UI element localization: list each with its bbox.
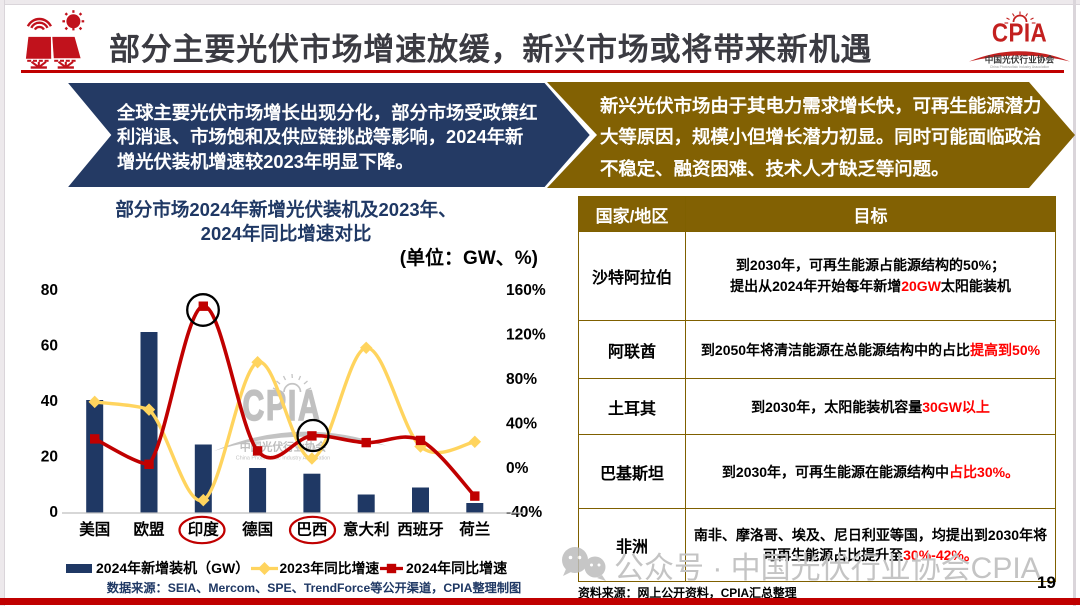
svg-text:西班牙: 西班牙: [397, 520, 444, 539]
svg-text:China Photovoltaic Industry As: China Photovoltaic Industry Association: [990, 65, 1049, 69]
svg-text:160%: 160%: [506, 282, 546, 299]
svg-text:德国: 德国: [242, 520, 273, 539]
svg-text:美国: 美国: [79, 520, 110, 539]
svg-text:2024年新增装机（GW）: 2024年新增装机（GW）: [96, 560, 249, 576]
svg-text:欧盟: 欧盟: [133, 520, 165, 539]
svg-text:意大利: 意大利: [343, 520, 390, 539]
svg-text:CPIA: CPIA: [992, 19, 1047, 48]
svg-text:-40%: -40%: [506, 504, 542, 521]
svg-text:China Photovoltaic Industry As: China Photovoltaic Industry Association: [236, 456, 330, 462]
svg-text:60: 60: [41, 338, 58, 355]
svg-text:中国光伏行业协会: 中国光伏行业协会: [985, 54, 1055, 65]
svg-text:0: 0: [49, 504, 58, 521]
svg-text:40%: 40%: [506, 416, 537, 433]
svg-text:荷兰: 荷兰: [459, 520, 490, 539]
svg-text:印度: 印度: [188, 520, 220, 539]
svg-text:20: 20: [41, 449, 58, 466]
svg-text:巴西: 巴西: [296, 521, 327, 539]
svg-text:80: 80: [41, 282, 58, 299]
svg-text:公众号 · 中国光伏行业协会CPIA: 公众号 · 中国光伏行业协会CPIA: [614, 552, 1041, 585]
svg-text:80%: 80%: [506, 371, 537, 388]
svg-text:40: 40: [41, 393, 58, 410]
svg-text:2024年同比增速: 2024年同比增速: [406, 560, 507, 576]
svg-text:2023年同比增速: 2023年同比增速: [280, 560, 380, 576]
svg-text:0%: 0%: [506, 460, 529, 477]
svg-text:120%: 120%: [506, 327, 546, 344]
